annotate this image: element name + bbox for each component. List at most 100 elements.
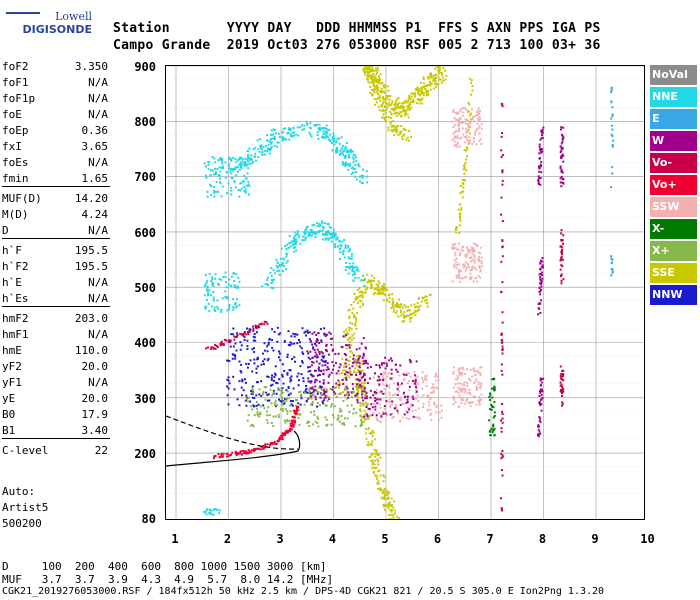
echo-trace-nne bbox=[352, 279, 355, 282]
echo-trace-sse bbox=[387, 94, 390, 97]
echo-trace-xplus bbox=[308, 425, 311, 428]
echo-trace-nne bbox=[210, 193, 213, 196]
echo-trace-w bbox=[396, 382, 399, 385]
echo-trace-sse bbox=[412, 98, 415, 101]
echo-trace-voplus bbox=[248, 451, 251, 454]
echo-trace-ssw bbox=[383, 371, 386, 374]
echo-trace-sse bbox=[387, 490, 390, 493]
echo-trace-sse bbox=[347, 363, 350, 366]
echo-trace-voplus bbox=[266, 443, 269, 446]
echo-trace-sse bbox=[470, 112, 473, 115]
echo-trace-nne bbox=[341, 240, 344, 243]
echo-trace-nne bbox=[220, 195, 223, 198]
echo-trace-w bbox=[331, 337, 334, 340]
echo-trace-sse bbox=[374, 88, 377, 91]
echo-trace-xplus bbox=[295, 404, 298, 407]
echo-trace-ssw bbox=[458, 269, 461, 272]
echo-trace-ssw bbox=[478, 267, 481, 270]
param-row-fxi: fxI 3.65 bbox=[2, 140, 108, 155]
echo-trace-sse bbox=[390, 112, 393, 115]
echo-trace-ssw bbox=[465, 128, 468, 131]
echo-trace-w bbox=[380, 415, 383, 418]
echo-trace-nne bbox=[341, 162, 344, 165]
echo-trace-nnw bbox=[278, 378, 281, 381]
echo-trace-sse bbox=[369, 74, 372, 77]
param-value: 22 bbox=[94, 444, 108, 457]
echo-trace-nne bbox=[270, 141, 273, 144]
echo-trace-nnw bbox=[307, 366, 310, 369]
echo-trace-sse bbox=[383, 116, 386, 119]
echo-trace-w bbox=[340, 345, 343, 348]
echo-trace-sse bbox=[440, 71, 443, 74]
echo-trace-nne bbox=[298, 235, 301, 238]
echo-trace-nne bbox=[296, 126, 299, 129]
echo-trace-nne bbox=[328, 138, 331, 141]
echo-trace-w bbox=[559, 167, 562, 170]
echo-trace-nnw bbox=[262, 363, 265, 366]
echo-trace-w bbox=[320, 340, 323, 343]
echo-trace-w bbox=[345, 385, 348, 388]
echo-trace-nne bbox=[207, 160, 210, 163]
echo-trace-nnw bbox=[299, 345, 302, 348]
echo-trace-ssw bbox=[468, 248, 471, 251]
echo-trace-sse bbox=[369, 286, 372, 289]
echo-trace-w bbox=[356, 392, 359, 395]
echo-trace-ssw bbox=[457, 248, 460, 251]
echo-trace-nne bbox=[228, 157, 231, 160]
echo-trace-sse bbox=[458, 232, 461, 235]
echo-trace-w bbox=[559, 145, 562, 148]
echo-trace-nne bbox=[217, 282, 220, 285]
echo-trace-nne bbox=[340, 244, 343, 247]
echo-trace-xplus bbox=[289, 404, 292, 407]
echo-trace-ssw bbox=[464, 118, 467, 121]
echo-trace-w bbox=[318, 380, 321, 383]
echo-trace-ssw bbox=[458, 117, 461, 120]
echo-trace-w bbox=[349, 373, 352, 376]
echo-trace-nnw bbox=[267, 357, 270, 360]
echo-trace-voplus bbox=[291, 419, 294, 422]
echo-trace-sse bbox=[372, 69, 375, 72]
echo-trace-xminus bbox=[489, 434, 492, 437]
echo-trace-nne bbox=[351, 266, 354, 269]
echo-trace-nne bbox=[293, 246, 296, 249]
echo-trace-nne bbox=[320, 220, 323, 223]
echo-trace-sse bbox=[361, 279, 364, 282]
echo-trace-sse bbox=[380, 87, 383, 90]
echo-trace-sse bbox=[350, 350, 353, 353]
echo-trace-ssw bbox=[468, 136, 471, 139]
echo-trace-nne bbox=[330, 240, 333, 243]
echo-trace-sse bbox=[459, 217, 462, 220]
echo-trace-sse bbox=[358, 287, 361, 290]
echo-trace-ssw bbox=[477, 399, 480, 402]
echo-trace-ssw bbox=[397, 412, 400, 415]
echo-trace-xplus bbox=[364, 394, 367, 397]
echo-trace-ssw bbox=[469, 122, 472, 125]
echo-trace-nne bbox=[247, 167, 250, 170]
echo-trace-xplus bbox=[251, 408, 254, 411]
echo-trace-nne bbox=[327, 231, 330, 234]
echo-trace-sse bbox=[354, 367, 357, 370]
auto-label: Auto: bbox=[2, 485, 36, 498]
echo-trace-nne bbox=[228, 167, 231, 170]
echo-trace-ssw bbox=[421, 371, 424, 374]
echo-trace-nnw bbox=[293, 342, 296, 345]
echo-trace-ssw bbox=[422, 405, 425, 408]
echo-trace-sse bbox=[382, 113, 385, 116]
echo-trace-nne bbox=[227, 283, 230, 286]
echo-trace-xplus bbox=[308, 388, 311, 391]
echo-trace-ssw bbox=[429, 391, 432, 394]
echo-trace-sse bbox=[355, 298, 358, 301]
echo-trace-nne bbox=[347, 168, 350, 171]
echo-trace-nne bbox=[291, 244, 294, 247]
echo-trace-xminus bbox=[492, 423, 495, 426]
echo-trace-nne bbox=[318, 225, 321, 228]
echo-trace-sse bbox=[429, 76, 432, 79]
echo-trace-nne bbox=[216, 509, 219, 512]
echo-trace-nne bbox=[213, 157, 216, 160]
echo-trace-sse bbox=[374, 86, 377, 89]
echo-trace-xplus bbox=[354, 425, 357, 428]
echo-trace-sse bbox=[466, 129, 469, 132]
echo-trace-ssw bbox=[461, 127, 464, 130]
echo-trace-sse bbox=[386, 299, 389, 302]
echo-trace-w bbox=[540, 265, 543, 268]
